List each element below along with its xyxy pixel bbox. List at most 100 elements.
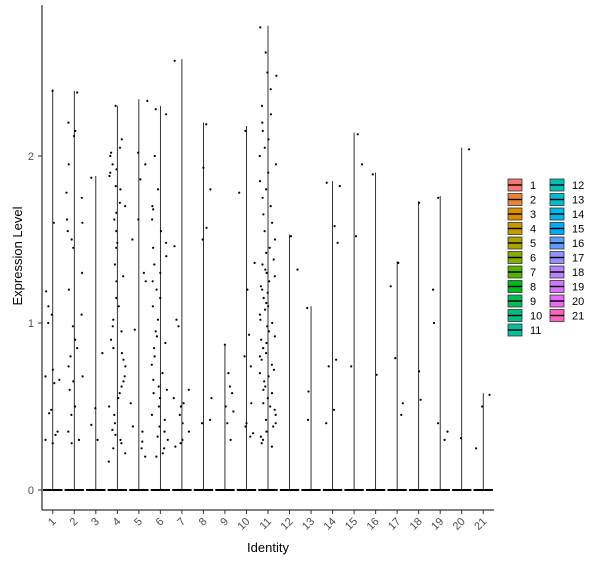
x-tick-label-11: 11 xyxy=(258,516,275,533)
data-point xyxy=(258,154,261,158)
data-point xyxy=(201,238,204,241)
data-point xyxy=(327,365,330,368)
data-point xyxy=(259,435,262,438)
data-point xyxy=(261,438,265,441)
data-point xyxy=(113,422,116,425)
data-point xyxy=(51,442,54,445)
data-point xyxy=(118,392,121,395)
data-point xyxy=(432,321,436,325)
data-point xyxy=(264,51,267,54)
violin-group-13 xyxy=(301,306,321,491)
data-point xyxy=(51,368,55,371)
data-point xyxy=(261,121,264,124)
data-point xyxy=(246,288,249,291)
data-point xyxy=(267,330,270,333)
data-point xyxy=(261,129,264,132)
data-point xyxy=(389,285,392,288)
data-point xyxy=(151,218,154,221)
x-tick-label-14: 14 xyxy=(322,516,339,533)
data-point xyxy=(179,405,182,408)
data-point xyxy=(248,333,251,336)
x-tick-label-10: 10 xyxy=(235,516,252,533)
data-point xyxy=(120,138,123,141)
data-point xyxy=(50,408,53,411)
data-point xyxy=(124,205,127,208)
data-point xyxy=(202,166,205,169)
data-point xyxy=(177,325,180,328)
data-point xyxy=(165,241,168,244)
violin-group-15 xyxy=(344,132,364,491)
data-point xyxy=(306,306,309,310)
data-point xyxy=(109,338,113,341)
data-point xyxy=(200,422,204,425)
data-point xyxy=(45,290,48,293)
x-tick-label-1: 1 xyxy=(46,516,59,529)
data-point xyxy=(142,271,145,274)
data-point xyxy=(265,188,268,191)
data-point xyxy=(173,59,176,62)
legend-label-11: 11 xyxy=(530,325,541,337)
data-point xyxy=(419,398,422,401)
y-tick-label-2: 2 xyxy=(28,151,34,163)
data-point xyxy=(258,313,261,316)
data-point xyxy=(114,185,117,188)
violin-group-18 xyxy=(408,201,429,491)
data-point xyxy=(446,430,449,433)
legend-item-16: 16 xyxy=(549,236,584,250)
data-point xyxy=(238,191,241,194)
data-point xyxy=(76,91,79,94)
data-point xyxy=(262,213,265,216)
data-point xyxy=(227,372,230,375)
data-point xyxy=(250,402,253,405)
data-point xyxy=(270,392,274,395)
data-point xyxy=(270,363,273,366)
legend-label-7: 7 xyxy=(530,267,536,279)
data-point xyxy=(260,338,263,341)
data-point xyxy=(123,375,126,378)
legend-item-1: 1 xyxy=(507,178,536,192)
data-point xyxy=(47,305,50,308)
data-point xyxy=(267,138,270,141)
data-point xyxy=(265,251,268,254)
data-point xyxy=(262,402,265,405)
y-axis-title: Expression Level xyxy=(10,206,25,305)
x-tick-label-9: 9 xyxy=(218,516,231,529)
data-point xyxy=(120,442,123,445)
violin-group-19 xyxy=(430,196,450,491)
data-point xyxy=(163,430,166,433)
data-point xyxy=(114,104,117,107)
data-point xyxy=(66,230,69,233)
data-point xyxy=(74,129,77,132)
data-point xyxy=(152,378,155,381)
data-point xyxy=(249,365,252,368)
data-point xyxy=(271,321,274,325)
data-point xyxy=(112,318,115,321)
data-point xyxy=(265,430,268,433)
data-point xyxy=(129,402,132,405)
data-point xyxy=(165,388,168,391)
data-point xyxy=(266,397,269,400)
data-point xyxy=(155,335,158,338)
data-point xyxy=(137,218,140,221)
data-point xyxy=(117,305,120,308)
data-point xyxy=(65,218,69,221)
data-point xyxy=(58,378,61,381)
data-point xyxy=(268,280,271,283)
data-point xyxy=(187,430,190,433)
data-point xyxy=(270,445,273,448)
legend-label-18: 18 xyxy=(572,267,584,279)
data-point xyxy=(274,422,277,425)
x-tick-label-3: 3 xyxy=(89,516,102,529)
data-point xyxy=(261,288,264,291)
legend-label-10: 10 xyxy=(530,311,542,323)
data-point xyxy=(119,188,122,191)
legend-label-20: 20 xyxy=(572,296,584,308)
legend-label-14: 14 xyxy=(572,209,584,221)
data-point xyxy=(77,438,81,441)
data-point xyxy=(224,405,227,408)
data-point xyxy=(229,438,232,441)
legend-label-16: 16 xyxy=(572,238,584,250)
data-point xyxy=(131,238,134,241)
data-point xyxy=(108,174,111,178)
